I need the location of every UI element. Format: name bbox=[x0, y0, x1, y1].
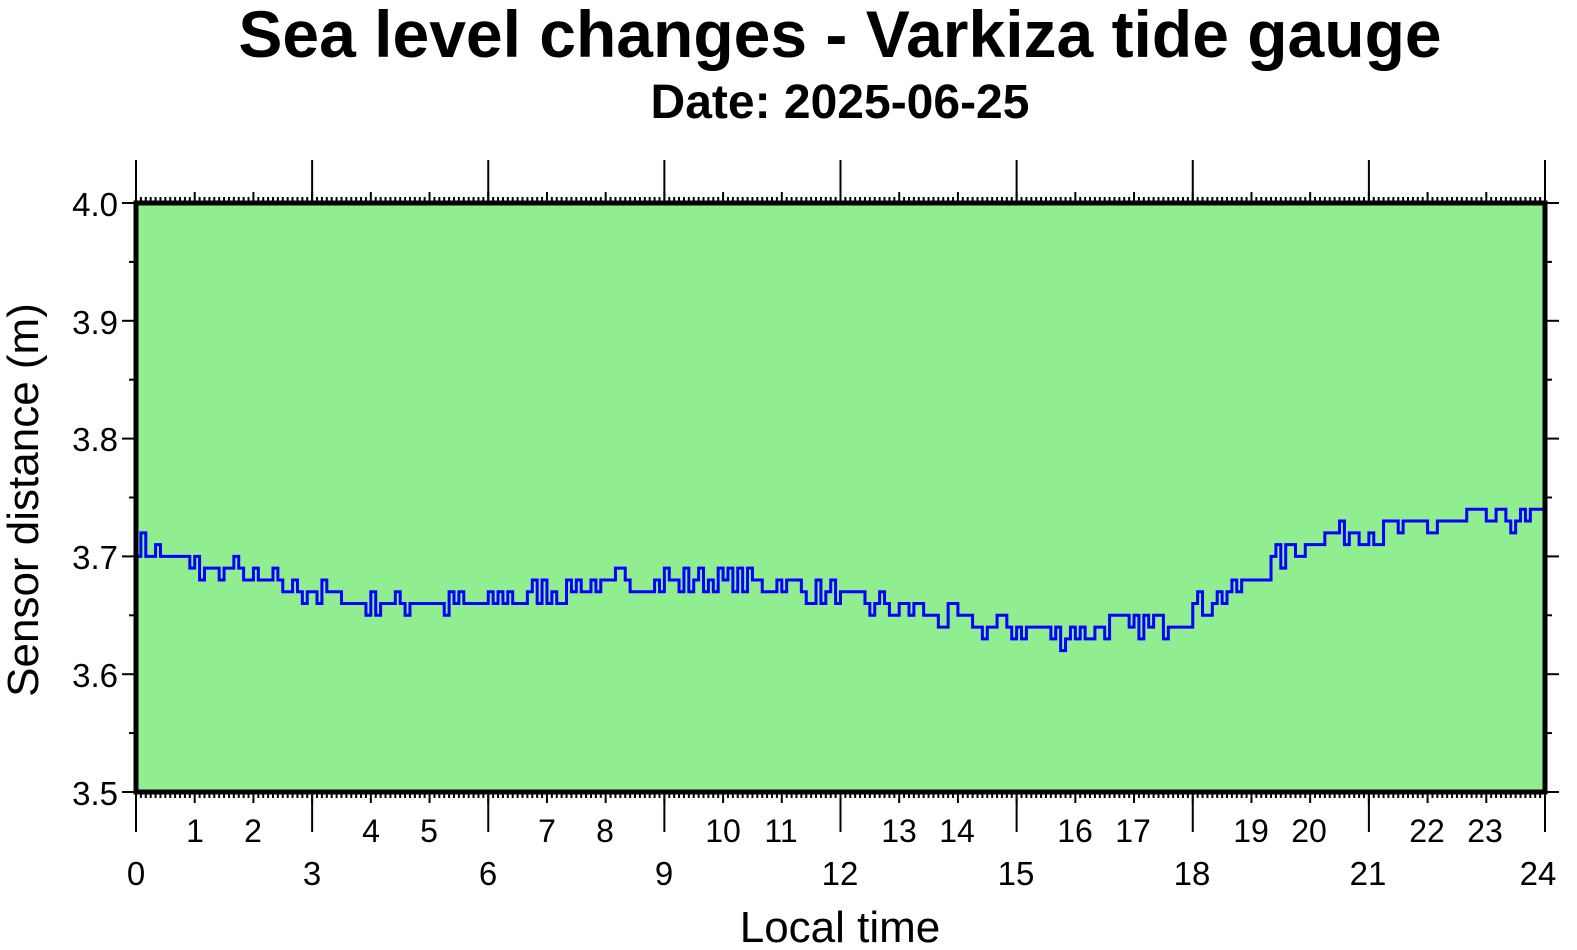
x-tick-label: 24 bbox=[1520, 855, 1557, 892]
x-hour-label: 20 bbox=[1291, 813, 1327, 849]
x-tick-label: 6 bbox=[479, 855, 497, 892]
chart-subtitle: Date: 2025-06-25 bbox=[651, 76, 1030, 129]
x-tick-label: 9 bbox=[655, 855, 673, 892]
x-hour-label: 17 bbox=[1115, 813, 1151, 849]
x-hour-label: 11 bbox=[764, 813, 797, 849]
y-tick-label: 3.6 bbox=[72, 657, 118, 694]
x-hour-label: 16 bbox=[1057, 813, 1093, 849]
y-axis-label: Sensor distance (m) bbox=[0, 303, 48, 697]
x-hour-label: 14 bbox=[939, 813, 975, 849]
x-tick-label: 12 bbox=[822, 855, 859, 892]
plot-area bbox=[136, 203, 1545, 792]
x-tick-label: 18 bbox=[1174, 855, 1211, 892]
chart-title: Sea level changes - Varkiza tide gauge bbox=[238, 0, 1441, 71]
x-tick-label: 0 bbox=[127, 855, 145, 892]
x-hour-label: 23 bbox=[1467, 813, 1503, 849]
x-major-labels: 0 3 6 9 12 15 18 21 24 bbox=[127, 855, 1557, 892]
y-tick-label: 3.9 bbox=[72, 304, 118, 341]
y-tick-label: 3.8 bbox=[72, 421, 118, 458]
x-hour-label: 1 bbox=[186, 813, 204, 849]
x-hour-label: 13 bbox=[881, 813, 917, 849]
x-hour-label: 2 bbox=[244, 813, 262, 849]
y-tick-label: 4.0 bbox=[72, 186, 118, 223]
y-tick-label: 3.7 bbox=[72, 539, 118, 576]
x-tick-label: 21 bbox=[1350, 855, 1387, 892]
x-hour-label: 4 bbox=[362, 813, 380, 849]
sea-level-series-line bbox=[136, 507, 1547, 653]
x-hour-label: 7 bbox=[538, 813, 556, 849]
x-hour-label: 8 bbox=[596, 813, 614, 849]
x-tick-label: 3 bbox=[303, 855, 321, 892]
x-axis-label: Local time bbox=[740, 903, 941, 950]
plot-frame bbox=[133, 200, 1548, 795]
x-hour-label: 10 bbox=[705, 813, 741, 849]
y-tick-label: 3.5 bbox=[72, 775, 118, 812]
x-hour-label: 22 bbox=[1409, 813, 1445, 849]
x-hour-label: 5 bbox=[420, 813, 438, 849]
x-major-ticks bbox=[135, 160, 1546, 832]
x-hour-label: 19 bbox=[1233, 813, 1269, 849]
x-hour-labels: 1 2 4 5 7 8 10 11 13 14 16 17 19 20 22 2… bbox=[186, 813, 1503, 849]
x-tick-label: 15 bbox=[998, 855, 1035, 892]
